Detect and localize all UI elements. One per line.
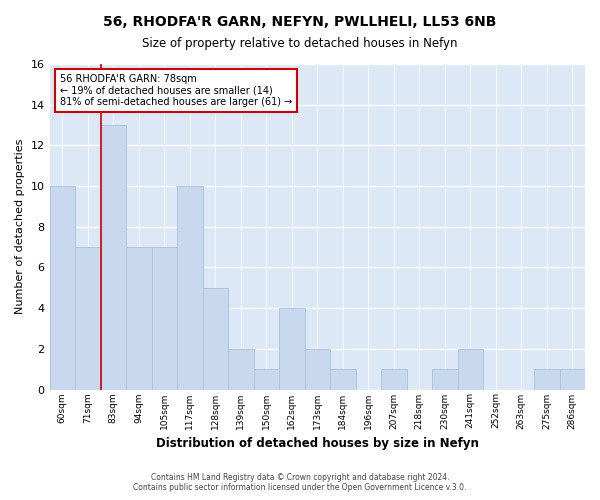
Bar	[101, 125, 126, 390]
Bar	[432, 369, 458, 390]
Bar	[381, 369, 407, 390]
Bar	[75, 247, 101, 390]
Y-axis label: Number of detached properties: Number of detached properties	[15, 139, 25, 314]
Bar	[203, 288, 228, 390]
Text: Contains HM Land Registry data © Crown copyright and database right 2024.
Contai: Contains HM Land Registry data © Crown c…	[133, 473, 467, 492]
Bar	[126, 247, 152, 390]
Bar	[305, 349, 330, 390]
Bar	[254, 369, 279, 390]
Text: 56 RHODFA'R GARN: 78sqm
← 19% of detached houses are smaller (14)
81% of semi-de: 56 RHODFA'R GARN: 78sqm ← 19% of detache…	[60, 74, 293, 107]
Bar	[560, 369, 585, 390]
Bar	[50, 186, 75, 390]
Bar	[458, 349, 483, 390]
Bar	[534, 369, 560, 390]
Bar	[330, 369, 356, 390]
Bar	[279, 308, 305, 390]
Bar	[228, 349, 254, 390]
Text: Size of property relative to detached houses in Nefyn: Size of property relative to detached ho…	[142, 38, 458, 51]
Bar	[152, 247, 177, 390]
Bar	[177, 186, 203, 390]
X-axis label: Distribution of detached houses by size in Nefyn: Distribution of detached houses by size …	[156, 437, 479, 450]
Text: 56, RHODFA'R GARN, NEFYN, PWLLHELI, LL53 6NB: 56, RHODFA'R GARN, NEFYN, PWLLHELI, LL53…	[103, 15, 497, 29]
